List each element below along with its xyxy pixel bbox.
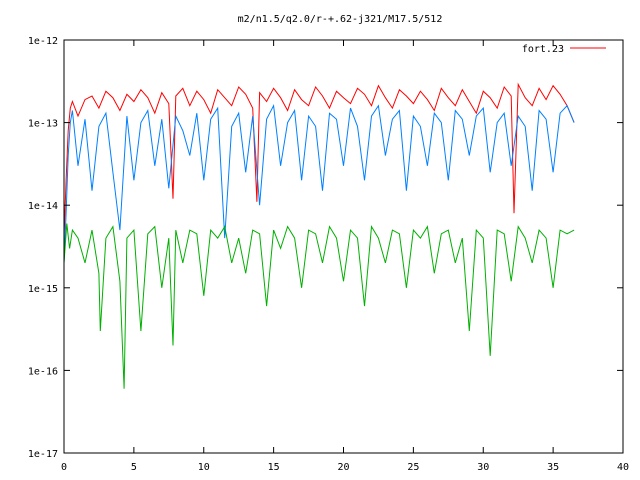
axes-layer: 0 5 10 15 20 25 30 35 40 1e-12 1e-13 1e-14 1e-15 1e-1… <box>28 36 629 473</box>
x-tick-label: 35 <box>547 462 559 473</box>
x-tick-label: 10 <box>198 462 210 473</box>
x-tick-label: 20 <box>337 462 349 473</box>
x-tick-label: 40 <box>617 462 629 473</box>
legend-label: fort.23 <box>522 44 564 55</box>
legend: fort.23 <box>522 44 606 55</box>
y-tick-label: 1e-16 <box>28 366 58 377</box>
x-tick-label: 5 <box>131 462 137 473</box>
series-line-2 <box>63 104 575 263</box>
y-tick-label: 1e-14 <box>28 201 58 212</box>
x-tick-label: 0 <box>61 462 67 473</box>
series-fort-23 <box>63 82 575 239</box>
series-line-3 <box>63 223 575 389</box>
y-tick-label: 1e-12 <box>28 36 58 47</box>
x-tick-label: 15 <box>268 462 280 473</box>
series-layer <box>63 82 575 389</box>
x-tick-label: 25 <box>407 462 419 473</box>
y-tick-label: 1e-17 <box>28 449 58 460</box>
x-tick-label: 30 <box>477 462 489 473</box>
y-tick-label: 1e-13 <box>28 119 58 130</box>
y-tick-label: 1e-15 <box>28 284 58 295</box>
chart-title: m2/n1.5/q2.0/r-+.62-j321/M17.5/512 <box>238 14 443 25</box>
